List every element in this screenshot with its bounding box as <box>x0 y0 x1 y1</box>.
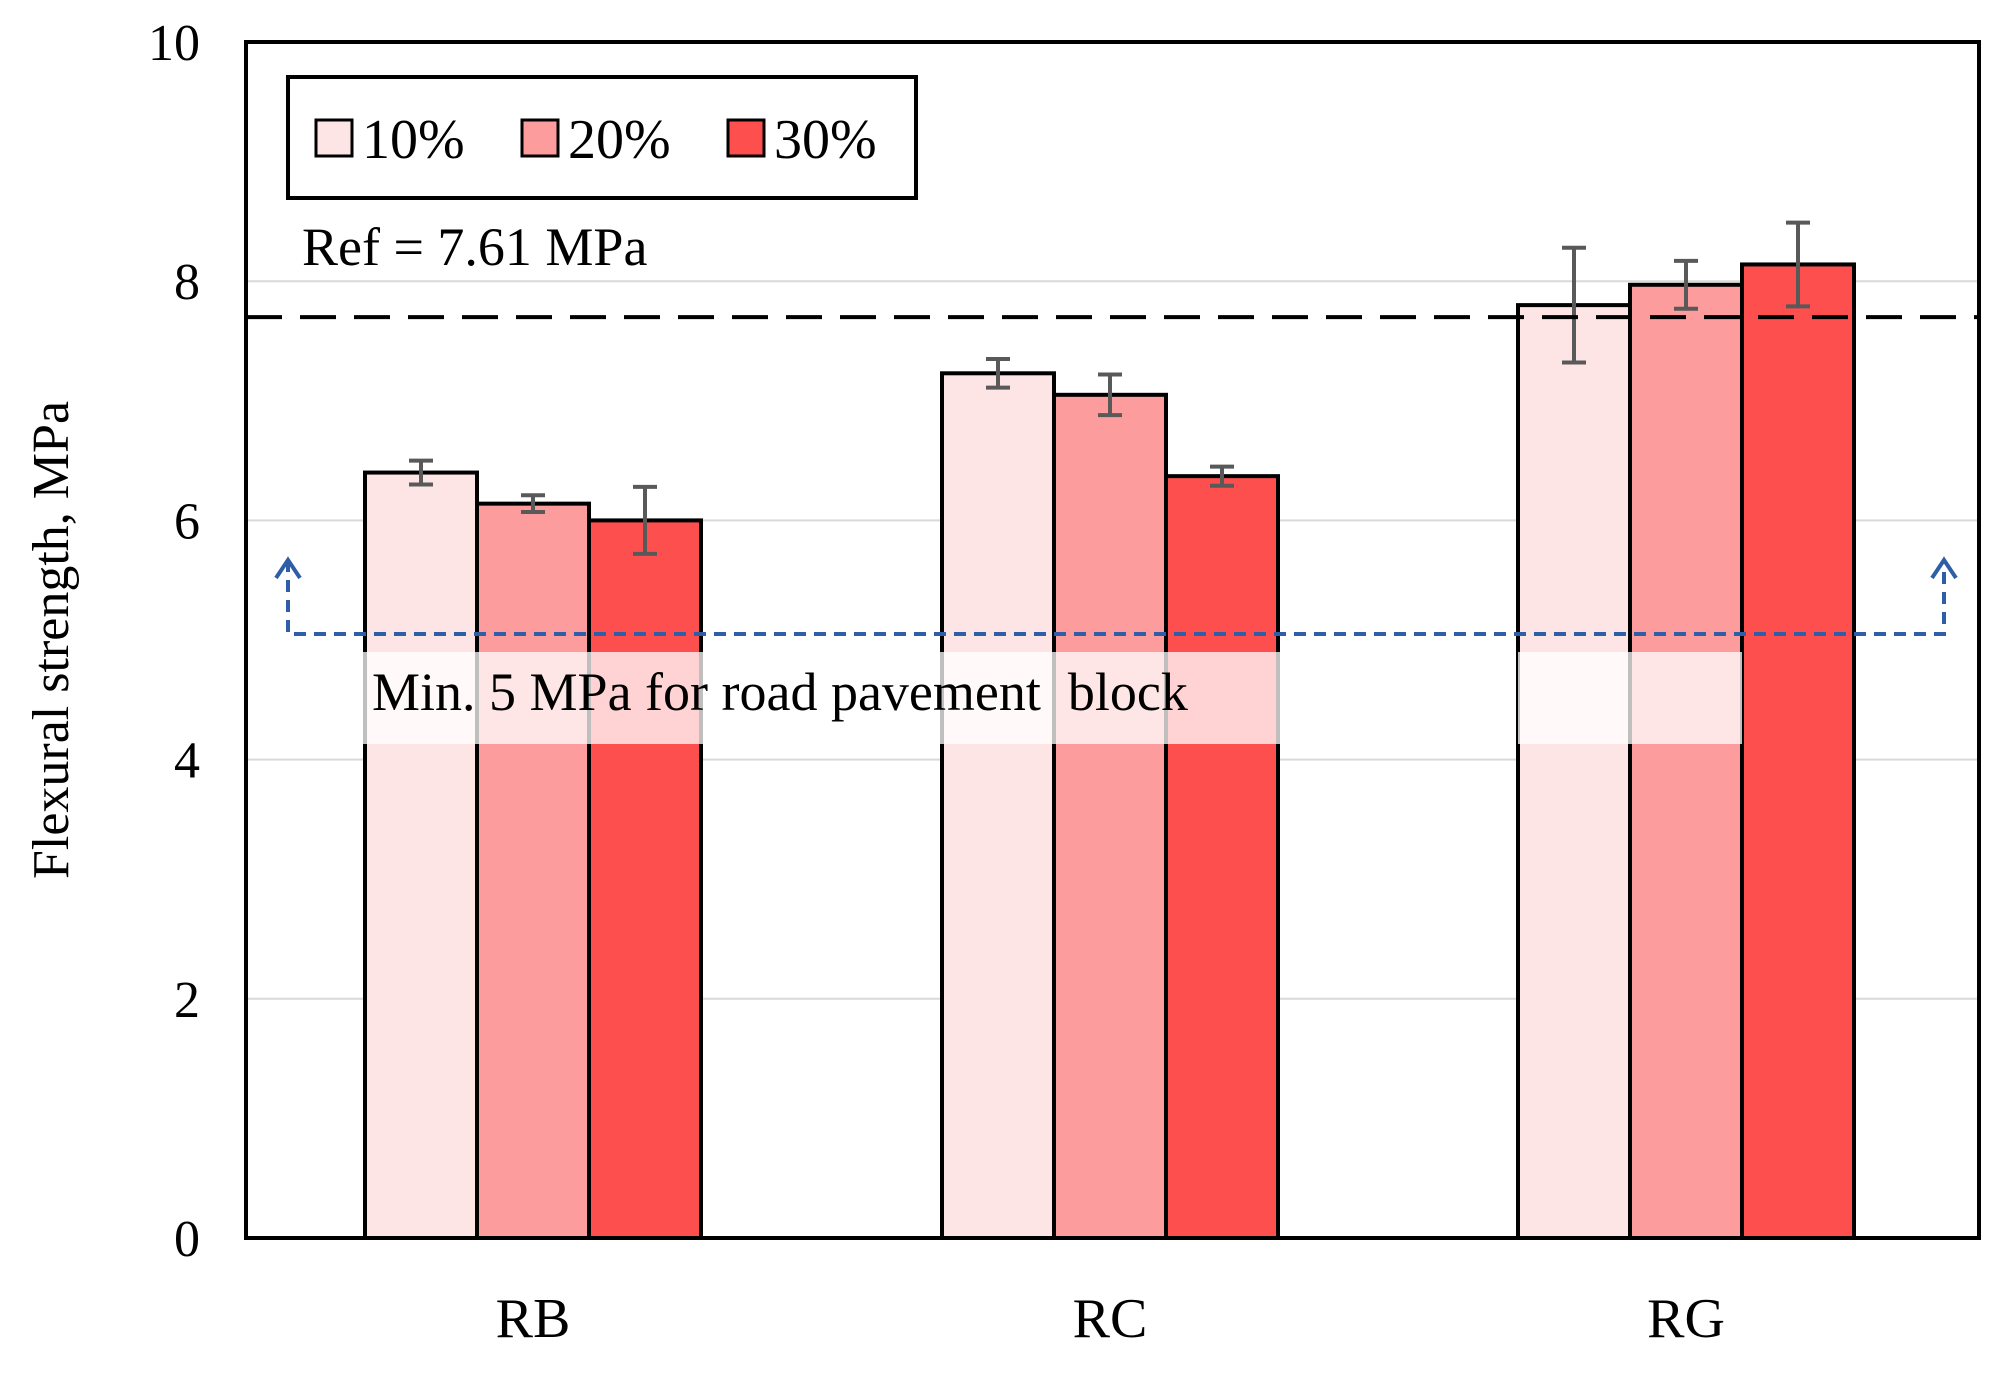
error-bar <box>521 493 545 515</box>
legend-frame <box>286 75 918 200</box>
bar-rb-30 <box>587 518 703 1240</box>
bar-rg-10 <box>1516 303 1632 1240</box>
y-tick-label: 4 <box>174 733 200 790</box>
y-tick-label: 2 <box>174 972 200 1029</box>
threshold-line <box>286 560 1946 637</box>
threshold-annotation: Min. 5 MPa for road pavement block <box>274 556 1958 744</box>
threshold-label: Min. 5 MPa for road pavement block <box>372 662 1188 722</box>
legend-swatch-10 <box>314 118 354 158</box>
bar-rc-10 <box>940 371 1056 1240</box>
error-bar <box>986 356 1010 390</box>
y-axis-ticks: 0 2 4 6 8 10 <box>148 15 200 1268</box>
error-bar <box>1098 372 1122 418</box>
category-label-rc: RC <box>1073 1288 1148 1350</box>
error-bar <box>1210 464 1234 488</box>
legend-label-30: 30% <box>774 109 877 171</box>
plot-frame <box>244 40 1981 1240</box>
threshold-arrow-right-icon <box>1930 556 1958 580</box>
y-axis-title: Flexural strength, MPa <box>23 401 80 879</box>
error-bar <box>633 484 657 556</box>
y-tick-label: 8 <box>174 254 200 311</box>
y-tick-label: 10 <box>148 15 200 72</box>
bar-rb-10 <box>363 470 479 1240</box>
y-tick-label: 0 <box>174 1211 200 1268</box>
legend: 10% 20% 30% <box>286 75 918 200</box>
threshold-label-background-right <box>1518 652 1742 744</box>
bar-rc-30 <box>1164 474 1280 1240</box>
error-bars <box>409 220 1810 556</box>
bar-rc-20 <box>1052 392 1168 1240</box>
legend-label-10: 10% <box>362 109 465 171</box>
bar-rg-20 <box>1628 282 1744 1240</box>
reference-label: Ref = 7.61 MPa <box>302 217 647 277</box>
threshold-label-background <box>362 652 1310 744</box>
error-bar <box>1786 220 1810 309</box>
error-bar <box>1562 245 1586 365</box>
legend-label-20: 20% <box>568 109 671 171</box>
legend-swatch-20 <box>520 118 560 158</box>
bar-rg-30 <box>1740 262 1856 1240</box>
category-label-rb: RB <box>496 1288 571 1350</box>
y-tick-label: 6 <box>174 493 200 550</box>
bar-rb-20 <box>475 501 591 1240</box>
bars <box>363 262 1856 1240</box>
legend-swatch-30 <box>726 118 766 158</box>
threshold-arrow-left-icon <box>274 556 302 580</box>
category-label-rg: RG <box>1647 1288 1725 1350</box>
error-bar <box>1674 258 1698 311</box>
error-bar <box>409 458 433 487</box>
